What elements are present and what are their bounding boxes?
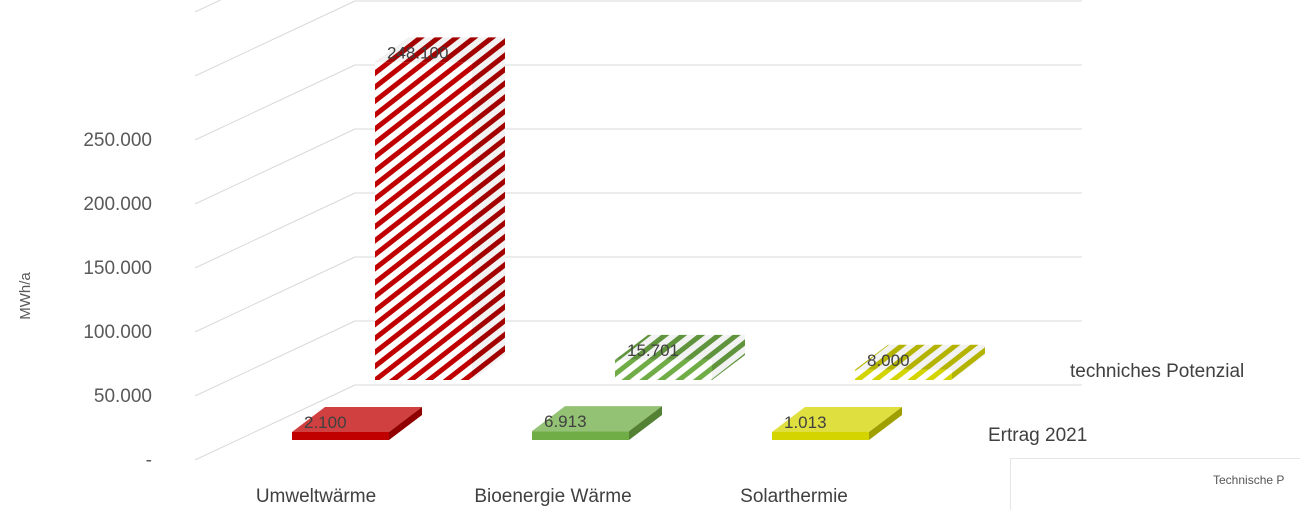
bar-ertrag-0: 2.100: [292, 407, 422, 440]
bar-top: [375, 37, 505, 63]
bar-front: [855, 369, 952, 380]
gridline-wall: [194, 0, 356, 77]
bar-side: [629, 406, 662, 440]
bar-ertrag-2: 1.013: [772, 407, 902, 440]
bar-potenzial-0: 248.100: [375, 37, 505, 380]
data-label: 8.000: [867, 351, 910, 370]
y-tick-label: 50.000: [94, 386, 152, 407]
gridline-wall: [194, 256, 356, 333]
y-tick-label: -: [146, 450, 152, 471]
gridline-wall: [194, 64, 356, 141]
bar-potenzial-1: 15.701: [615, 334, 745, 380]
series-label: Ertrag 2021: [988, 425, 1087, 446]
bar-top: [292, 407, 422, 432]
data-label: 6.913: [544, 412, 587, 431]
bar-side: [389, 407, 422, 440]
data-label: 2.100: [304, 413, 347, 432]
bar-potenzial-2: 8.000: [855, 344, 985, 380]
y-tick-label: 250.000: [83, 130, 152, 151]
bar-side: [952, 344, 985, 380]
series-labels: techniches Potenzial Ertrag 2021: [988, 361, 1244, 446]
bars: 248.100 15.701 8.000 2.100 6.913 1.013: [292, 37, 985, 440]
bar-ertrag-1: 6.913: [532, 406, 662, 440]
bar-top: [772, 407, 902, 432]
bar-side: [472, 37, 505, 380]
x-tick-label: Bioenergie Wärme: [474, 486, 631, 507]
y-tick-label: 100.000: [83, 322, 152, 343]
bar-front: [292, 432, 389, 440]
bar-front: [772, 432, 869, 440]
overlay-snippet: Technische P: [1010, 458, 1300, 510]
bar-front: [375, 62, 472, 380]
gridline-wall: [194, 384, 356, 461]
y-tick-label: 200.000: [83, 194, 152, 215]
series-label: techniches Potenzial: [1070, 361, 1244, 382]
y-tick-label: 150.000: [83, 258, 152, 279]
bar-top: [855, 344, 985, 370]
bar-side: [869, 407, 902, 440]
data-label: 248.100: [387, 43, 448, 62]
data-label: 1.013: [784, 413, 827, 432]
y-axis-label: MWh/a: [17, 272, 34, 320]
data-label: 15.701: [627, 341, 679, 360]
gridline-wall: [194, 128, 356, 205]
bar-front: [532, 431, 629, 440]
gridline-wall: [194, 320, 356, 397]
overlay-snippet-text: Technische P: [1213, 473, 1285, 487]
x-tick-label: Umweltwärme: [256, 486, 376, 507]
bar-side: [712, 334, 745, 380]
y-axis: - 50.000 100.000 150.000 200.000 250.000: [83, 130, 152, 471]
gridlines: [194, 0, 1082, 461]
bar-top: [532, 406, 662, 432]
gridline-wall: [194, 192, 356, 269]
x-axis: Umweltwärme Bioenergie Wärme Solarthermie: [256, 486, 848, 507]
x-tick-label: Solarthermie: [740, 486, 848, 507]
gridline-wall: [194, 0, 222, 13]
bar-front: [615, 359, 712, 380]
bar-top: [615, 334, 745, 360]
